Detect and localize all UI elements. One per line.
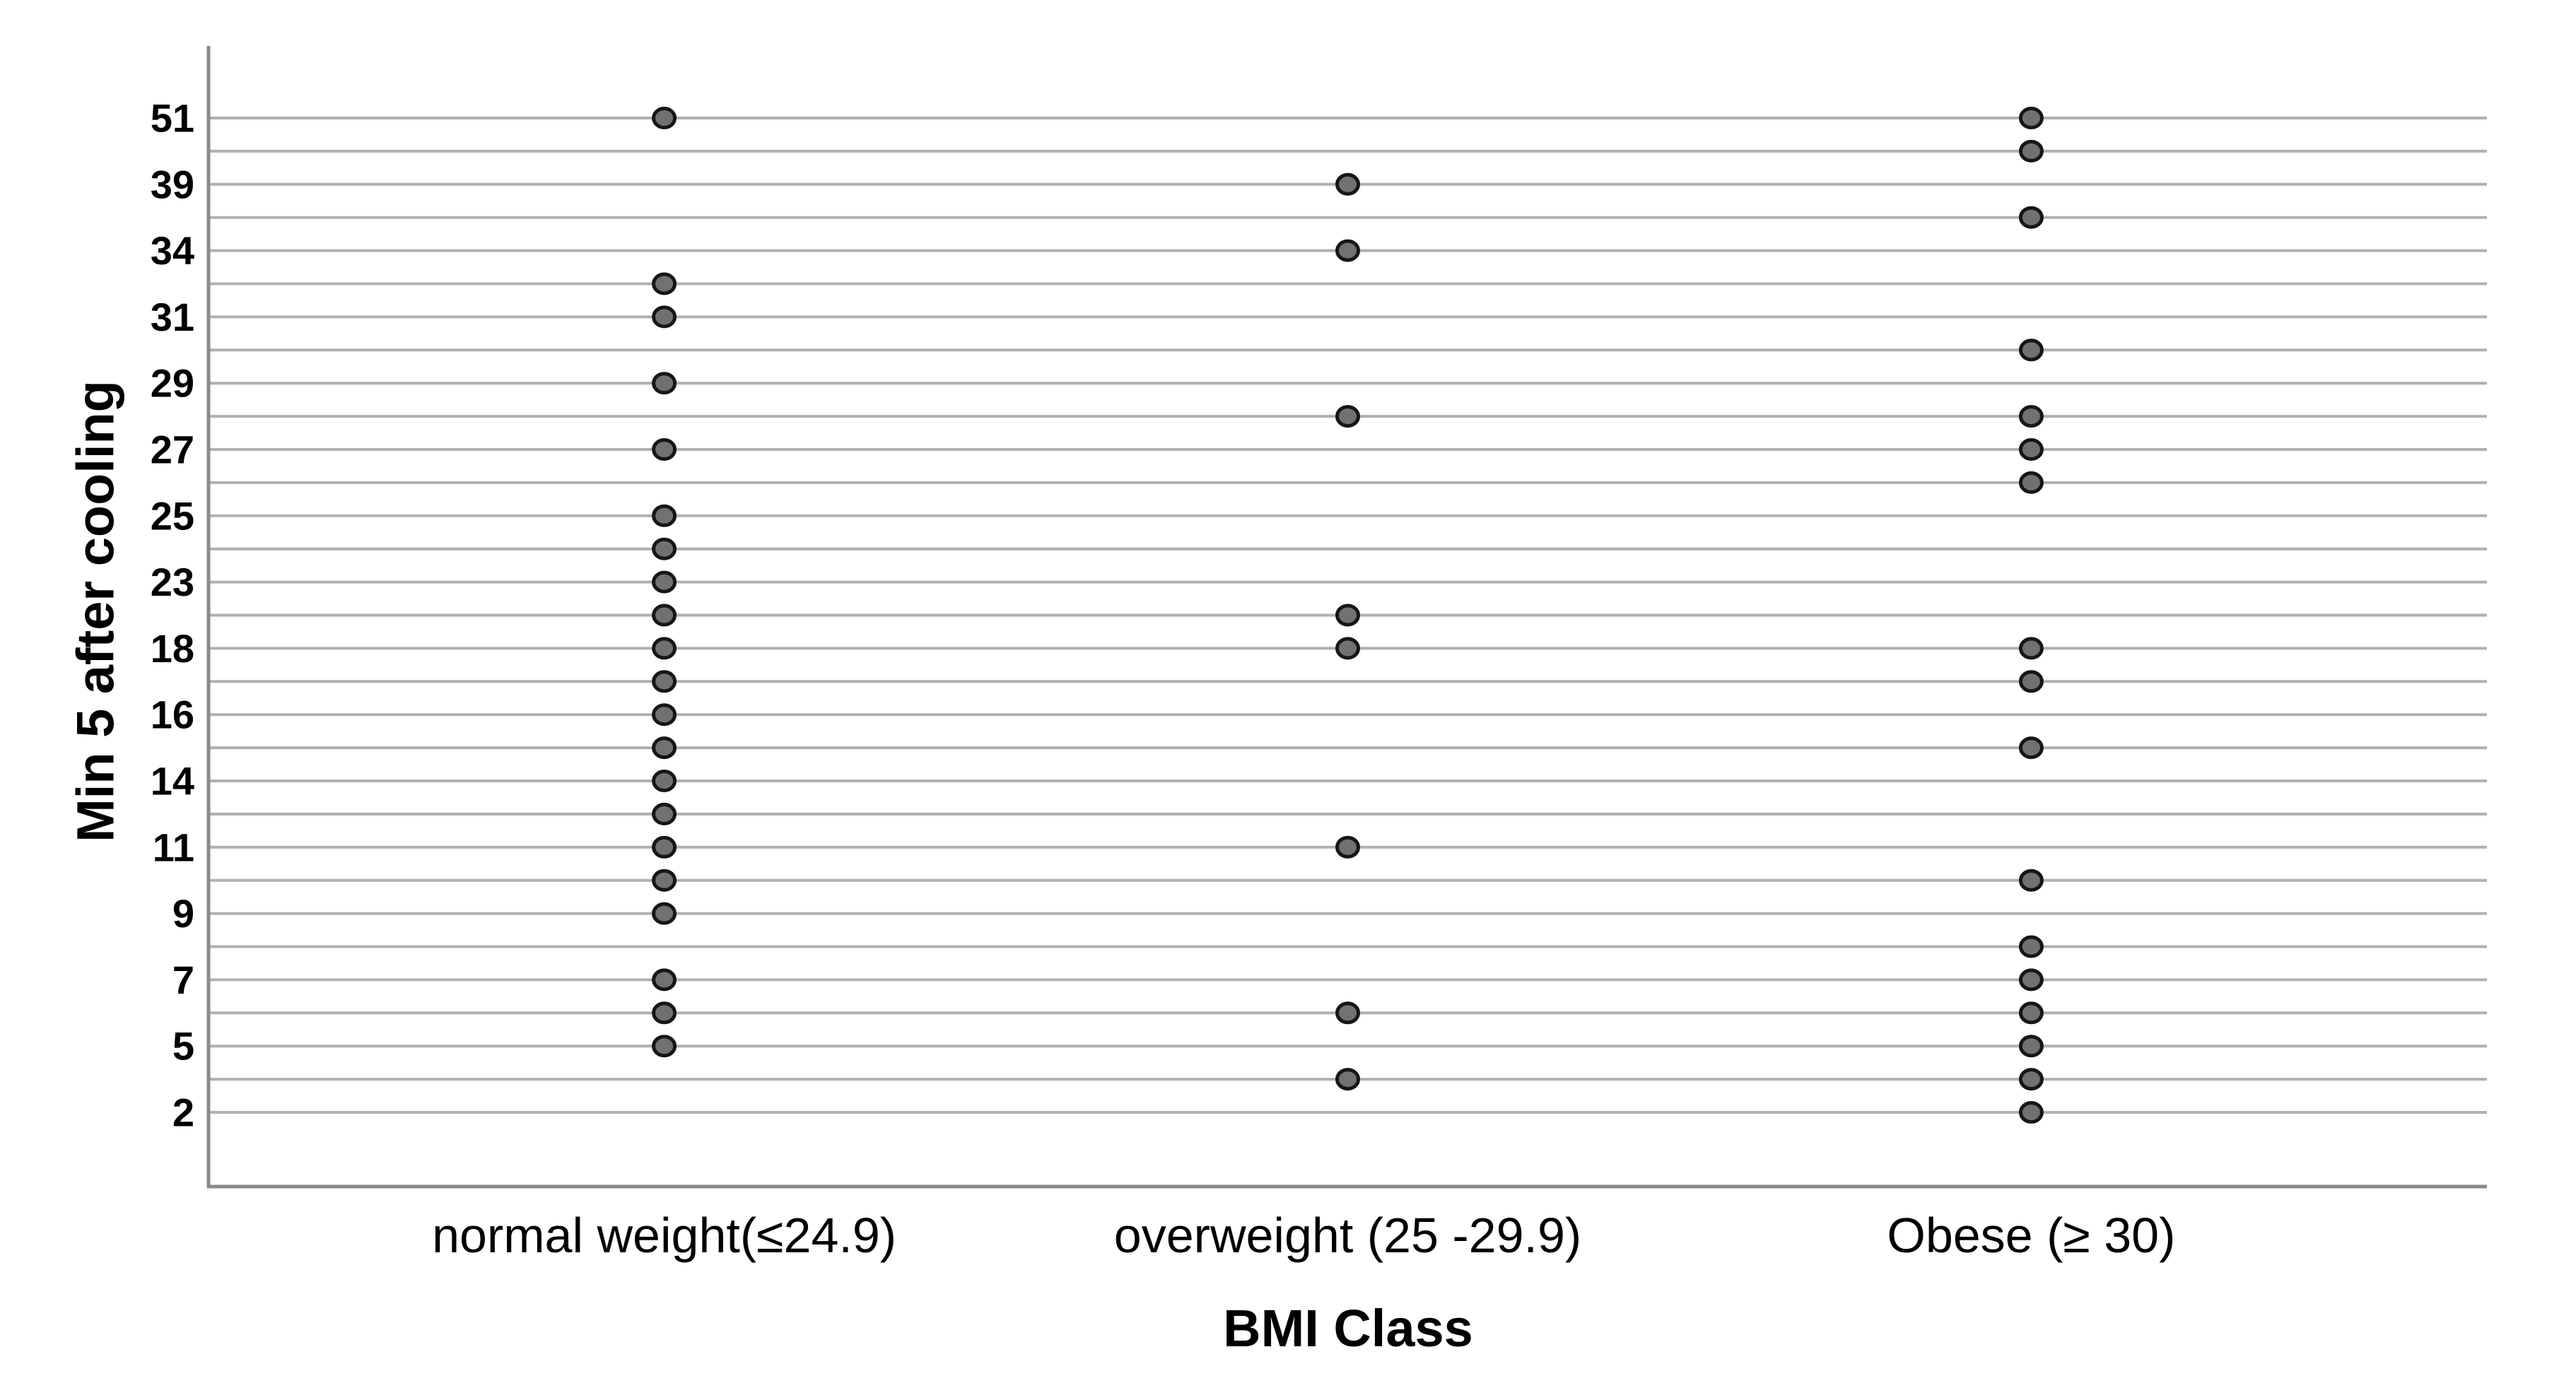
- data-point-dot: [1335, 239, 1360, 262]
- data-point-dot: [652, 272, 677, 295]
- data-point-dot: [2018, 107, 2044, 129]
- y-tick-label: 2: [172, 1090, 194, 1135]
- data-point-dot: [652, 770, 677, 792]
- data-point-dot: [2018, 968, 2044, 992]
- data-point-dot: [1335, 172, 1360, 196]
- x-category-label: overweight (25 -29.9): [1114, 1208, 1581, 1263]
- data-point-dot: [1335, 604, 1360, 627]
- data-point-dot: [652, 537, 677, 560]
- y-tick-label: 31: [151, 295, 194, 339]
- data-point-dot: [2018, 637, 2044, 660]
- data-point-dot: [652, 107, 677, 129]
- y-tick-label: 39: [151, 162, 194, 206]
- data-point-dot: [2018, 339, 2044, 362]
- data-point-dot: [2018, 935, 2044, 958]
- data-point-dot: [652, 703, 677, 727]
- data-point-dot: [1335, 835, 1360, 859]
- data-point-dot: [652, 1001, 677, 1025]
- y-tick-label: 25: [151, 493, 194, 538]
- data-point-dot: [652, 902, 677, 925]
- data-point-dot: [652, 570, 677, 594]
- data-point-dot: [2018, 206, 2044, 229]
- data-point-dot: [652, 438, 677, 461]
- x-category-label: normal weight(≤24.9): [432, 1208, 896, 1263]
- data-point-dot: [2018, 405, 2044, 428]
- y-tick-label: 7: [172, 958, 194, 1002]
- data-point-dot: [1335, 637, 1360, 660]
- data-point-dot: [652, 968, 677, 992]
- x-axis-category-labels: normal weight(≤24.9) overweight (25 -29.9…: [432, 1208, 2175, 1263]
- y-tick-label: 14: [151, 759, 194, 804]
- gridlines-group: [210, 117, 2487, 1114]
- data-point-dot: [652, 736, 677, 760]
- data-point-dot: [652, 835, 677, 859]
- data-point-dot: [1335, 1068, 1360, 1091]
- axes-group: [206, 46, 2487, 1189]
- y-tick-label: 51: [151, 96, 194, 141]
- data-point-dot: [2018, 1068, 2044, 1091]
- y-tick-label: 27: [151, 428, 194, 472]
- y-axis-tick-labels: 51 39 34 31 29 27 25 23 18 16 14 11 9 7 5 2: [151, 96, 194, 1135]
- data-point-dot: [1335, 405, 1360, 428]
- data-point-dot: [2018, 869, 2044, 892]
- data-point-dot: [2018, 471, 2044, 494]
- data-point-dot: [652, 802, 677, 825]
- y-tick-label: 18: [151, 626, 194, 671]
- y-tick-label: 23: [151, 560, 194, 604]
- y-tick-label: 5: [172, 1024, 194, 1069]
- y-tick-label: 16: [151, 693, 194, 737]
- data-point-dot: [652, 869, 677, 892]
- data-point-dot: [1335, 1001, 1360, 1025]
- data-point-dot: [2018, 1101, 2044, 1124]
- data-point-dot: [2018, 670, 2044, 693]
- data-point-dot: [2018, 736, 2044, 760]
- y-tick-label: 9: [172, 891, 194, 936]
- y-tick-label: 11: [153, 825, 194, 869]
- x-category-label: Obese (≥ 30): [1887, 1208, 2175, 1263]
- data-point-dot: [2018, 1001, 2044, 1025]
- y-tick-label: 34: [151, 228, 194, 273]
- x-axis-title: BMI Class: [1223, 1299, 1473, 1358]
- y-axis-title: Min 5 after cooling: [66, 380, 125, 842]
- data-dots-group: [652, 107, 2044, 1124]
- data-point-dot: [652, 604, 677, 627]
- data-point-dot: [652, 637, 677, 660]
- y-tick-label: 29: [151, 361, 194, 406]
- data-point-dot: [652, 670, 677, 693]
- data-point-dot: [2018, 139, 2044, 163]
- data-point-dot: [652, 305, 677, 329]
- data-point-dot: [652, 504, 677, 527]
- data-point-dot: [652, 372, 677, 395]
- data-point-dot: [652, 1035, 677, 1058]
- data-point-dot: [2018, 438, 2044, 461]
- data-point-dot: [2018, 1035, 2044, 1058]
